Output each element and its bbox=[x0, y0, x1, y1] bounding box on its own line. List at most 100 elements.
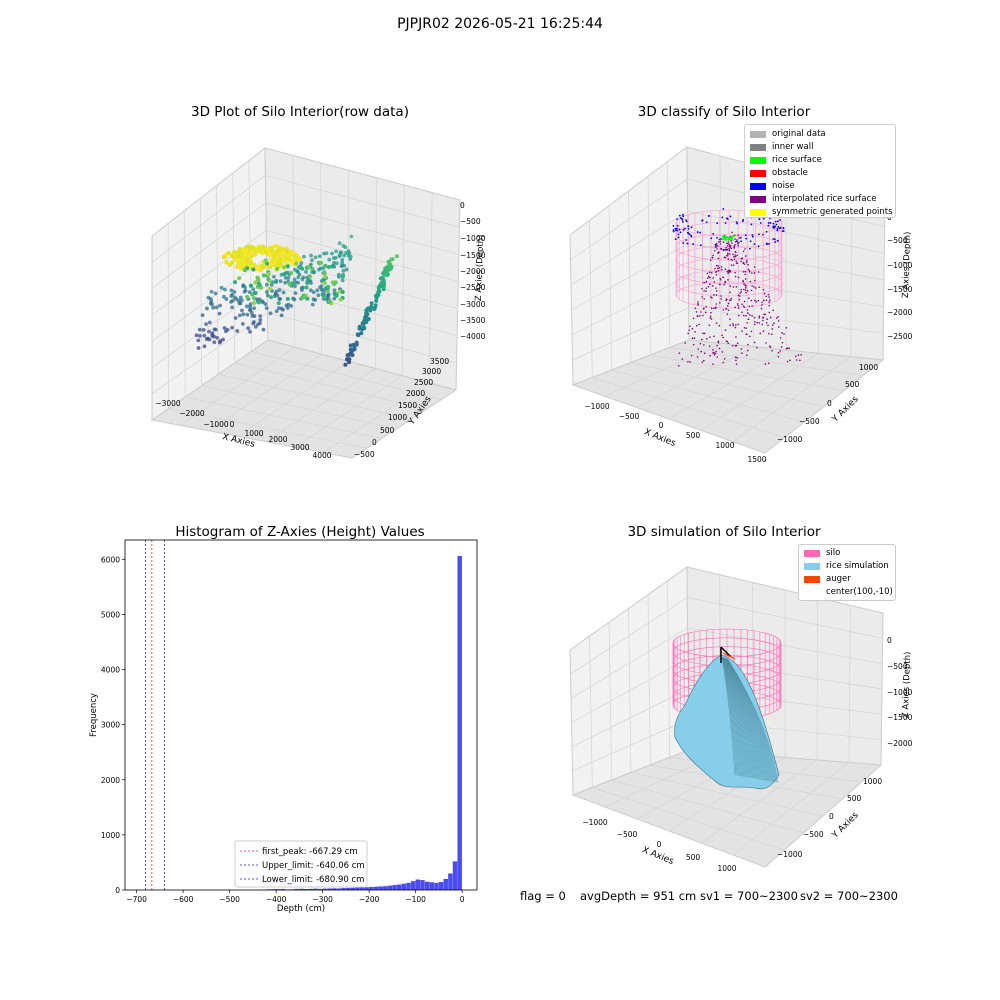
rice-surface-point bbox=[731, 238, 734, 241]
interpolated-point bbox=[800, 354, 803, 356]
x-tick: 3000 bbox=[290, 443, 309, 452]
surface-mesh-line bbox=[726, 658, 769, 782]
surface-mesh-line bbox=[724, 657, 756, 779]
data-point bbox=[260, 265, 266, 271]
interpolated-point bbox=[733, 255, 735, 258]
data-point bbox=[293, 291, 298, 295]
x-tick: −500 bbox=[617, 830, 638, 839]
data-point bbox=[258, 321, 262, 326]
data-point bbox=[219, 285, 224, 290]
interpolated-point bbox=[773, 322, 775, 324]
interpolated-point bbox=[731, 231, 733, 234]
interpolated-point bbox=[707, 285, 710, 288]
interpolated-point bbox=[727, 258, 730, 260]
interpolated-point bbox=[716, 356, 718, 358]
interpolated-point bbox=[719, 283, 721, 286]
interpolated-point bbox=[728, 271, 730, 273]
legend-item: rice simulation bbox=[804, 560, 889, 572]
data-point bbox=[271, 274, 276, 279]
interpolated-point bbox=[763, 299, 765, 302]
data-point bbox=[297, 256, 303, 262]
interpolated-point bbox=[753, 272, 756, 274]
data-point bbox=[253, 290, 258, 295]
data-point bbox=[238, 301, 243, 306]
interpolated-point bbox=[744, 270, 747, 273]
interpolated-point bbox=[736, 254, 738, 257]
data-point bbox=[356, 333, 361, 338]
y-tick: 0 bbox=[827, 399, 832, 408]
status-flag: flag = 0 bbox=[520, 889, 566, 903]
data-point bbox=[251, 300, 256, 305]
z-tick: −500 bbox=[887, 662, 908, 671]
y-tick-label: 6000 bbox=[101, 555, 120, 564]
data-point bbox=[282, 272, 287, 277]
surface-mesh-line bbox=[723, 657, 750, 778]
interpolated-point bbox=[713, 353, 716, 356]
data-point bbox=[340, 257, 345, 262]
interpolated-point bbox=[735, 286, 738, 288]
interpolated-point bbox=[747, 343, 749, 346]
data-point bbox=[210, 331, 215, 336]
data-point bbox=[244, 258, 249, 263]
interpolated-point bbox=[696, 356, 699, 358]
interpolated-point bbox=[744, 289, 747, 292]
surface-mesh-line bbox=[725, 657, 760, 780]
interpolated-point bbox=[729, 253, 731, 255]
interpolated-point bbox=[684, 342, 687, 344]
interpolated-point bbox=[713, 307, 715, 310]
interpolated-point bbox=[692, 343, 695, 346]
interpolated-point bbox=[716, 344, 718, 347]
data-point bbox=[252, 306, 256, 311]
interpolated-point bbox=[746, 309, 749, 311]
interpolated-point bbox=[722, 336, 724, 339]
interpolated-point bbox=[737, 276, 740, 279]
threshold-lines bbox=[145, 540, 165, 890]
interpolated-point bbox=[724, 281, 726, 284]
interpolated-point bbox=[703, 332, 706, 335]
data-point bbox=[242, 268, 247, 273]
interpolated-point bbox=[747, 268, 750, 271]
grid-line bbox=[266, 368, 376, 443]
interpolated-point bbox=[712, 363, 714, 365]
noise-point bbox=[681, 220, 684, 223]
data-point bbox=[262, 273, 267, 278]
interpolated-point bbox=[762, 330, 765, 332]
interpolated-point bbox=[768, 301, 770, 303]
noise-point bbox=[778, 227, 781, 230]
interpolated-point bbox=[747, 312, 749, 315]
interpolated-point bbox=[687, 360, 689, 363]
data-point bbox=[293, 284, 297, 289]
histogram-bar bbox=[438, 882, 444, 890]
figure-title: PJPJR02 2026-05-21 16:25:44 bbox=[397, 16, 603, 32]
noise-point bbox=[676, 218, 678, 221]
grid-line bbox=[208, 353, 322, 432]
interpolated-point bbox=[715, 290, 718, 292]
interpolated-point bbox=[713, 335, 715, 338]
legend-item: symmetric generated points bbox=[750, 206, 893, 218]
data-point bbox=[340, 274, 345, 279]
surface-mesh-line bbox=[725, 658, 762, 780]
interpolated-point bbox=[726, 270, 729, 273]
grid-line bbox=[265, 175, 460, 228]
legend-label: interpolated rice surface bbox=[772, 194, 877, 204]
noise-point bbox=[740, 240, 743, 243]
surface-mesh-line bbox=[726, 658, 772, 782]
interpolated-point bbox=[753, 286, 755, 288]
data-point bbox=[337, 254, 342, 259]
interpolated-point bbox=[731, 344, 734, 347]
noise-point bbox=[682, 213, 684, 216]
noise-point bbox=[692, 243, 695, 246]
data-point bbox=[240, 321, 245, 326]
interpolated-point bbox=[694, 307, 697, 310]
data-point bbox=[281, 290, 286, 295]
interpolated-point bbox=[785, 327, 788, 329]
x-tick: 0 bbox=[230, 420, 235, 429]
noise-point bbox=[684, 227, 686, 230]
data-point bbox=[230, 292, 235, 297]
interpolated-point bbox=[723, 283, 725, 286]
noise-point bbox=[782, 230, 785, 232]
interpolated-point bbox=[727, 309, 730, 312]
interpolated-point bbox=[734, 356, 737, 359]
interpolated-point bbox=[716, 248, 718, 250]
interpolated-point bbox=[681, 358, 684, 360]
